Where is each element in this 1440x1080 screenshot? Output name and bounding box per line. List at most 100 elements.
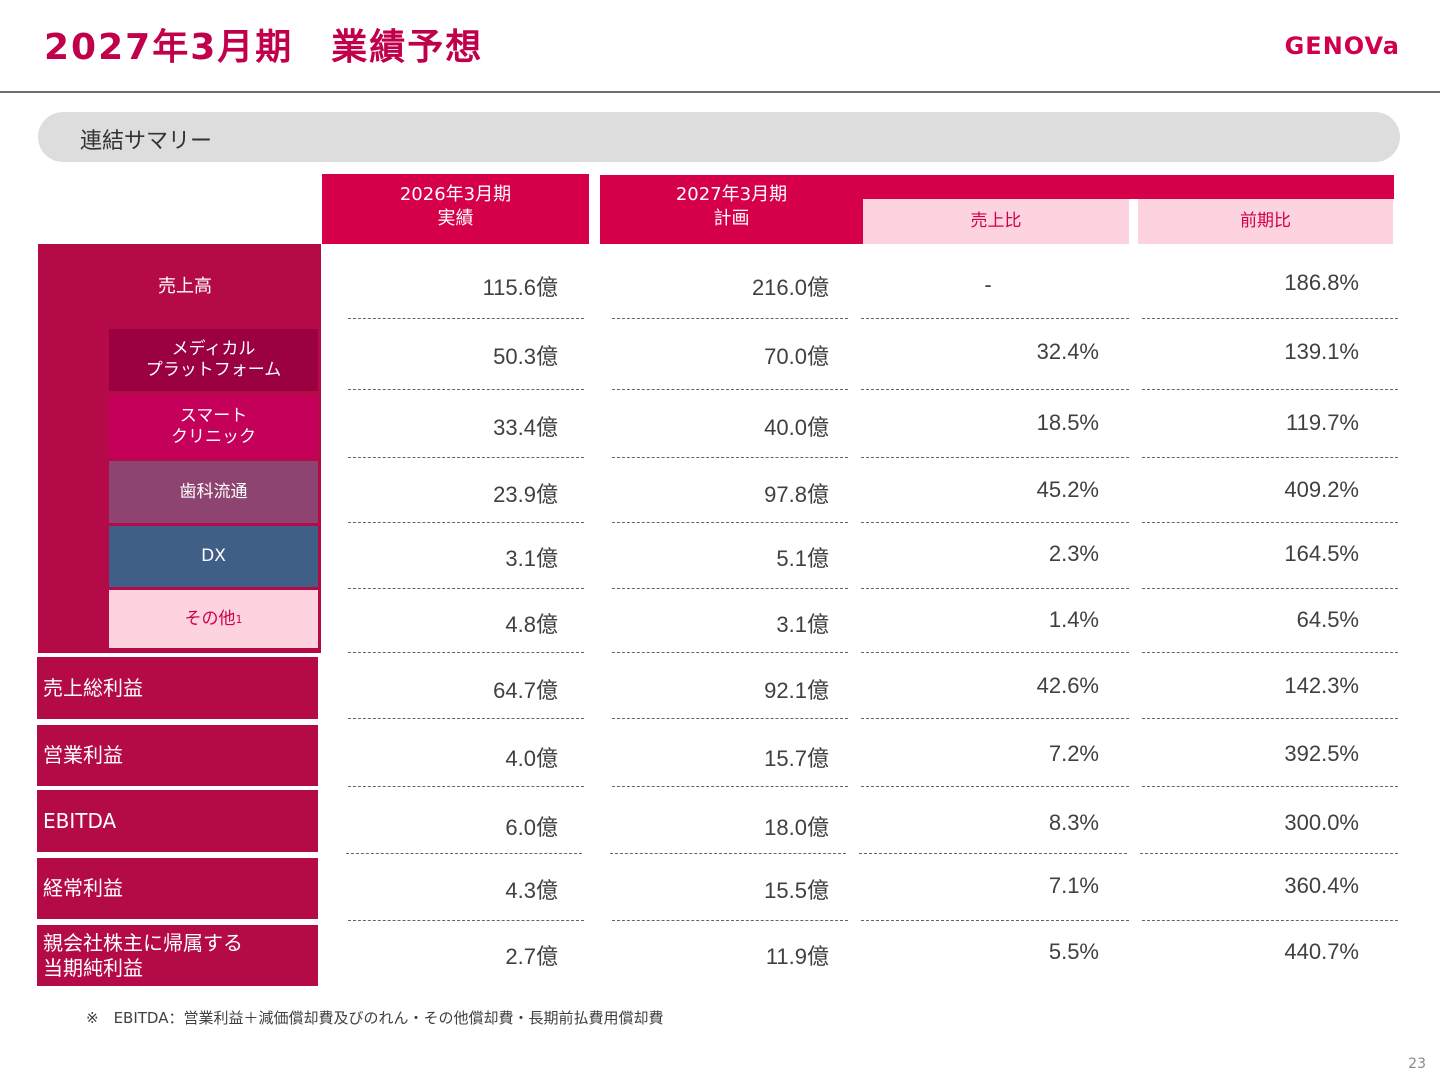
cell-other-plan: 3.1億 [776, 612, 829, 637]
column-header-plan-type: 計画 [713, 208, 750, 229]
row-divider [1142, 318, 1398, 319]
row-label-ebitda-text: EBITDA [43, 808, 117, 833]
row-divider [1142, 588, 1398, 589]
cell-operating-yoy: 392.5% [1284, 741, 1359, 766]
row-divider [612, 652, 848, 653]
cell-smart-yoy: 119.7% [1286, 410, 1359, 435]
row-divider [610, 853, 846, 854]
footnote: ※ EBITDA：営業利益＋減価償却費及びのれん・その他償却費・長期前払費用償却… [86, 1009, 664, 1027]
column-header-actual-period: 2026年3月期 [399, 184, 512, 205]
cell-dx-plan: 5.1億 [776, 546, 829, 571]
section-label: 連結サマリー [80, 129, 213, 154]
cell-gross-plan: 92.1億 [764, 678, 829, 703]
page-title: 2027年3月期 業績予想 [44, 27, 484, 68]
cell-dental-ratio: 45.2% [1036, 477, 1099, 502]
cell-sales-ratio: - [984, 272, 992, 297]
row-label-net-income: 親会社株主に帰属する 当期純利益 [37, 925, 318, 986]
cell-smart-actual: 33.4億 [493, 415, 558, 440]
segment-label-smart-clinic: スマート クリニック [109, 396, 318, 458]
cell-ebitda-actual: 6.0億 [505, 815, 558, 840]
cell-medical-plan: 70.0億 [764, 344, 829, 369]
cell-ebitda-yoy: 300.0% [1284, 810, 1359, 835]
row-divider [348, 718, 584, 719]
row-divider [612, 318, 848, 319]
row-divider [861, 457, 1129, 458]
cell-sales-actual: 115.6億 [482, 275, 558, 300]
segment-label-medical-platform: メディカル プラットフォーム [109, 329, 318, 391]
cell-net-ratio: 5.5% [1048, 939, 1099, 964]
section-header: 連結サマリー [38, 112, 1400, 162]
cell-dental-plan: 97.8億 [764, 482, 829, 507]
cell-smart-ratio: 18.5% [1036, 410, 1099, 435]
segment-label-dx-text: DX [201, 546, 226, 566]
row-divider [861, 652, 1129, 653]
row-divider [346, 853, 582, 854]
row-divider [612, 457, 848, 458]
segment-label-dental-text: 歯科流通 [179, 481, 248, 502]
cell-dental-actual: 23.9億 [493, 482, 558, 507]
cell-smart-plan: 40.0億 [764, 415, 829, 440]
row-divider [1142, 786, 1398, 787]
cell-ordinary-plan: 15.5億 [764, 878, 829, 903]
cell-gross-actual: 64.7億 [493, 678, 558, 703]
column-header-yoy: 前期比 [1138, 199, 1393, 244]
cell-operating-actual: 4.0億 [505, 746, 558, 771]
column-header-plan: 2027年3月期 計画 [600, 175, 863, 244]
segment-label-other-text: その他 [184, 608, 236, 629]
cell-ordinary-ratio: 7.1% [1048, 873, 1099, 898]
row-divider [612, 588, 848, 589]
cell-ebitda-plan: 18.0億 [764, 815, 829, 840]
row-divider [348, 457, 584, 458]
segment-label-smart-line1: スマート [179, 406, 248, 426]
row-divider [612, 522, 848, 523]
cell-operating-plan: 15.7億 [764, 746, 829, 771]
cell-net-yoy: 440.7% [1284, 939, 1359, 964]
footnote-marker: 1 [235, 612, 243, 626]
row-divider [859, 853, 1127, 854]
row-divider [861, 718, 1129, 719]
segment-label-dental: 歯科流通 [109, 461, 318, 523]
row-divider [861, 588, 1129, 589]
segment-label-medical-line2: プラットフォーム [145, 360, 282, 380]
cell-ebitda-ratio: 8.3% [1048, 810, 1099, 835]
cell-sales-plan: 216.0億 [751, 275, 829, 300]
row-divider [612, 389, 848, 390]
cell-operating-ratio: 7.2% [1048, 741, 1099, 766]
column-header-sales-ratio: 売上比 [863, 199, 1129, 244]
cell-gross-ratio: 42.6% [1036, 673, 1099, 698]
row-divider [348, 389, 584, 390]
row-label-net-income-line1: 親会社株主に帰属する [43, 930, 243, 955]
row-divider [861, 920, 1129, 921]
row-label-ordinary-profit-text: 経常利益 [43, 876, 123, 900]
row-divider [861, 786, 1129, 787]
cell-gross-yoy: 142.3% [1284, 673, 1359, 698]
cell-ordinary-yoy: 360.4% [1284, 873, 1359, 898]
column-header-actual: 2026年3月期 実績 [322, 174, 589, 244]
cell-dx-ratio: 2.3% [1048, 541, 1099, 566]
cell-net-plan: 11.9億 [765, 944, 829, 969]
row-divider [348, 522, 584, 523]
genova-logo: GENOVa [1284, 32, 1400, 60]
row-divider [348, 652, 584, 653]
segment-label-other: その他 1 [109, 590, 318, 648]
row-divider [348, 588, 584, 589]
page-number: 23 [1408, 1056, 1426, 1072]
column-header-actual-type: 実績 [437, 208, 474, 229]
row-label-gross-profit: 売上総利益 [37, 657, 318, 719]
row-label-net-income-line2: 当期純利益 [43, 955, 143, 980]
row-label-sales: 売上高 [158, 276, 212, 297]
row-divider [348, 920, 584, 921]
row-divider [1142, 652, 1398, 653]
cell-other-yoy: 64.5% [1296, 607, 1359, 632]
row-label-ordinary-profit: 経常利益 [37, 858, 318, 919]
cell-dx-actual: 3.1億 [505, 546, 558, 571]
row-divider [1142, 522, 1398, 523]
cell-sales-yoy: 186.8% [1284, 270, 1359, 295]
cell-medical-ratio: 32.4% [1036, 339, 1099, 364]
cell-net-actual: 2.7億 [505, 944, 558, 969]
cell-other-ratio: 1.4% [1048, 607, 1099, 632]
segment-label-smart-line2: クリニック [171, 427, 256, 447]
segment-label-medical-line1: メディカル [171, 339, 256, 359]
row-divider [861, 389, 1129, 390]
row-divider [861, 318, 1129, 319]
